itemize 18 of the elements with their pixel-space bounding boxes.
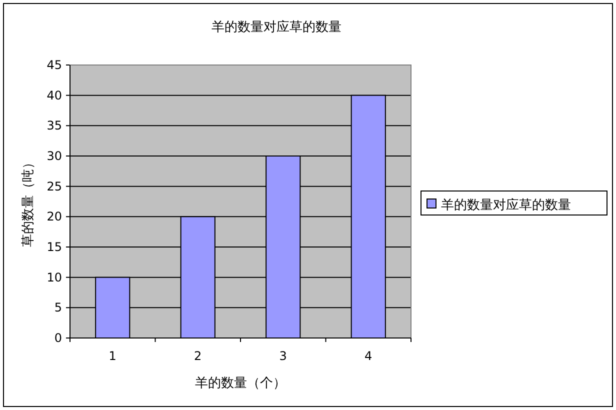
y-tick-label: 0 (54, 331, 62, 345)
y-tick-label: 20 (46, 210, 62, 224)
x-axis-title: 羊的数量（个） (195, 376, 286, 391)
y-tick-label: 5 (54, 300, 62, 315)
y-tick-label: 40 (46, 88, 62, 102)
x-tick-label: 2 (194, 349, 202, 363)
x-tick-label: 1 (108, 349, 116, 363)
y-tick-label: 45 (46, 58, 62, 72)
y-axis-title: 草的数量（吨） (21, 156, 36, 247)
y-tick-label: 30 (46, 149, 62, 163)
legend-label: 羊的数量对应草的数量 (441, 197, 571, 213)
x-tick-label: 3 (279, 349, 287, 363)
y-tick-label: 10 (46, 270, 62, 284)
y-tick-label: 15 (46, 240, 62, 254)
chart-title: 羊的数量对应草的数量 (212, 19, 342, 35)
y-tick-label: 25 (46, 179, 62, 194)
x-tick-label: 4 (364, 349, 372, 363)
y-tick-label: 35 (46, 118, 62, 133)
